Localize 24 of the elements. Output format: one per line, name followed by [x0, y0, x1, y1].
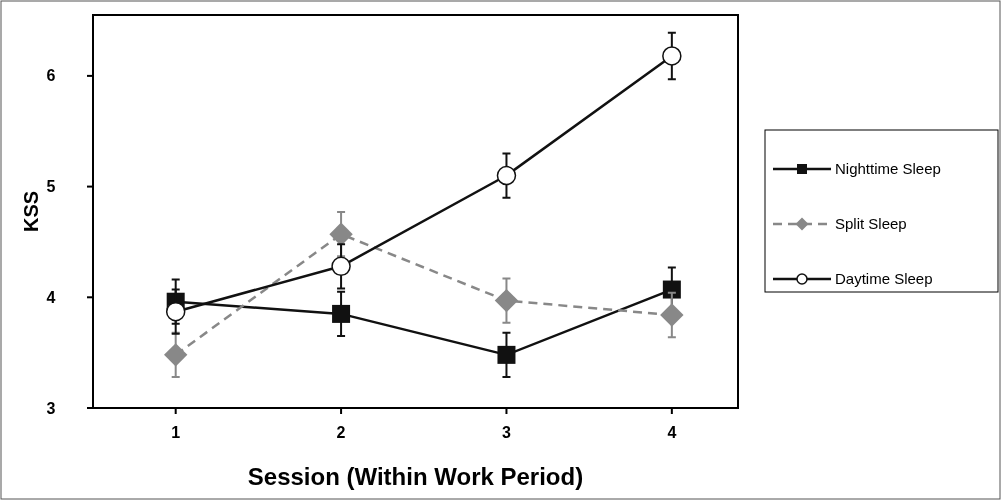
- y-tick-label: 5: [46, 178, 56, 196]
- point: [163, 343, 188, 367]
- y-axis-title: KSS: [20, 190, 42, 233]
- point: [494, 288, 519, 313]
- point: [331, 256, 351, 277]
- x-tick-label: 2: [336, 424, 346, 441]
- x-tick-label: 3: [502, 424, 512, 441]
- point: [332, 304, 351, 323]
- point: [496, 165, 517, 186]
- point: [662, 46, 682, 66]
- legend-label: Split Sleep: [835, 215, 907, 233]
- y-tick-label: 3: [46, 399, 56, 417]
- x-tick-label: 4: [667, 424, 677, 441]
- y-tick-label: 4: [46, 288, 56, 306]
- x-tick-label: 1: [171, 424, 181, 441]
- legend-label: Nighttime Sleep: [835, 160, 941, 178]
- y-tick-label: 6: [46, 67, 56, 85]
- point: [329, 222, 353, 246]
- legend-label: Daytime Sleep: [835, 270, 933, 288]
- point: [497, 345, 516, 364]
- point: [660, 303, 684, 327]
- x-axis-title: Session (Within Work Period): [247, 463, 584, 490]
- point: [662, 280, 681, 299]
- point: [165, 301, 186, 322]
